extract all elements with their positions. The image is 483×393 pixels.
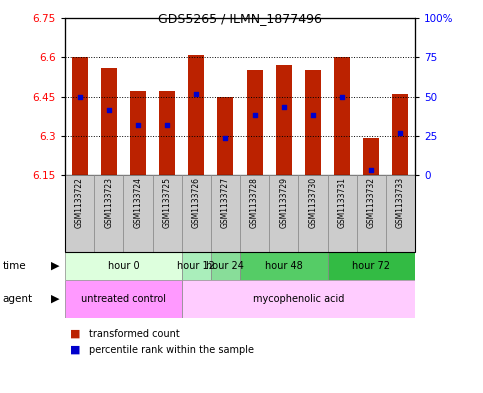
Text: GSM1133725: GSM1133725 [163,177,171,228]
Point [192,91,200,97]
Text: untreated control: untreated control [81,294,166,304]
Text: hour 12: hour 12 [177,261,215,271]
Bar [334,57,350,175]
Text: GSM1133728: GSM1133728 [250,177,259,228]
Bar [392,94,409,175]
Text: ■: ■ [70,329,80,339]
Bar [71,57,87,175]
Bar [65,280,182,318]
Text: ■: ■ [70,345,80,355]
Point [397,130,404,136]
Text: agent: agent [2,294,32,304]
Point [251,112,258,118]
Text: GSM1133730: GSM1133730 [309,177,317,228]
Text: GSM1133731: GSM1133731 [338,177,347,228]
Bar [182,175,211,252]
Bar [217,97,233,175]
Bar [188,55,204,175]
Bar [240,252,327,280]
Bar [356,175,386,252]
Point [368,167,375,173]
Bar [327,175,356,252]
Bar [211,175,240,252]
Text: hour 0: hour 0 [108,261,139,271]
Bar [101,68,117,175]
Text: GSM1133726: GSM1133726 [192,177,201,228]
Bar [305,70,321,175]
Point [134,122,142,129]
Text: hour 72: hour 72 [352,261,390,271]
Point [105,107,113,113]
Text: mycophenolic acid: mycophenolic acid [253,294,344,304]
Text: GSM1133722: GSM1133722 [75,177,84,228]
Text: transformed count: transformed count [89,329,180,339]
Bar [386,175,415,252]
Bar [363,138,379,175]
Text: GSM1133729: GSM1133729 [279,177,288,228]
Bar [182,252,211,280]
Point [309,112,317,118]
Text: ▶: ▶ [51,294,59,304]
Point [280,104,287,110]
Bar [65,252,182,280]
Bar [246,70,263,175]
Bar [123,175,153,252]
Bar [276,65,292,175]
Bar [130,91,146,175]
Text: hour 48: hour 48 [265,261,303,271]
Point [163,122,171,129]
Point [338,94,346,100]
Text: ▶: ▶ [51,261,59,271]
Bar [269,175,298,252]
Bar [182,280,415,318]
Bar [94,175,123,252]
Text: percentile rank within the sample: percentile rank within the sample [89,345,254,355]
Text: time: time [2,261,26,271]
Bar [240,175,269,252]
Text: GSM1133723: GSM1133723 [104,177,113,228]
Bar [159,91,175,175]
Bar [327,252,415,280]
Text: hour 24: hour 24 [206,261,244,271]
Bar [211,252,240,280]
Text: GSM1133732: GSM1133732 [367,177,376,228]
Text: GDS5265 / ILMN_1877496: GDS5265 / ILMN_1877496 [158,12,322,25]
Text: GSM1133724: GSM1133724 [133,177,142,228]
Text: GSM1133733: GSM1133733 [396,177,405,228]
Text: GSM1133727: GSM1133727 [221,177,230,228]
Point [222,135,229,141]
Bar [65,175,94,252]
Bar [153,175,182,252]
Point [76,94,84,100]
Bar [298,175,327,252]
